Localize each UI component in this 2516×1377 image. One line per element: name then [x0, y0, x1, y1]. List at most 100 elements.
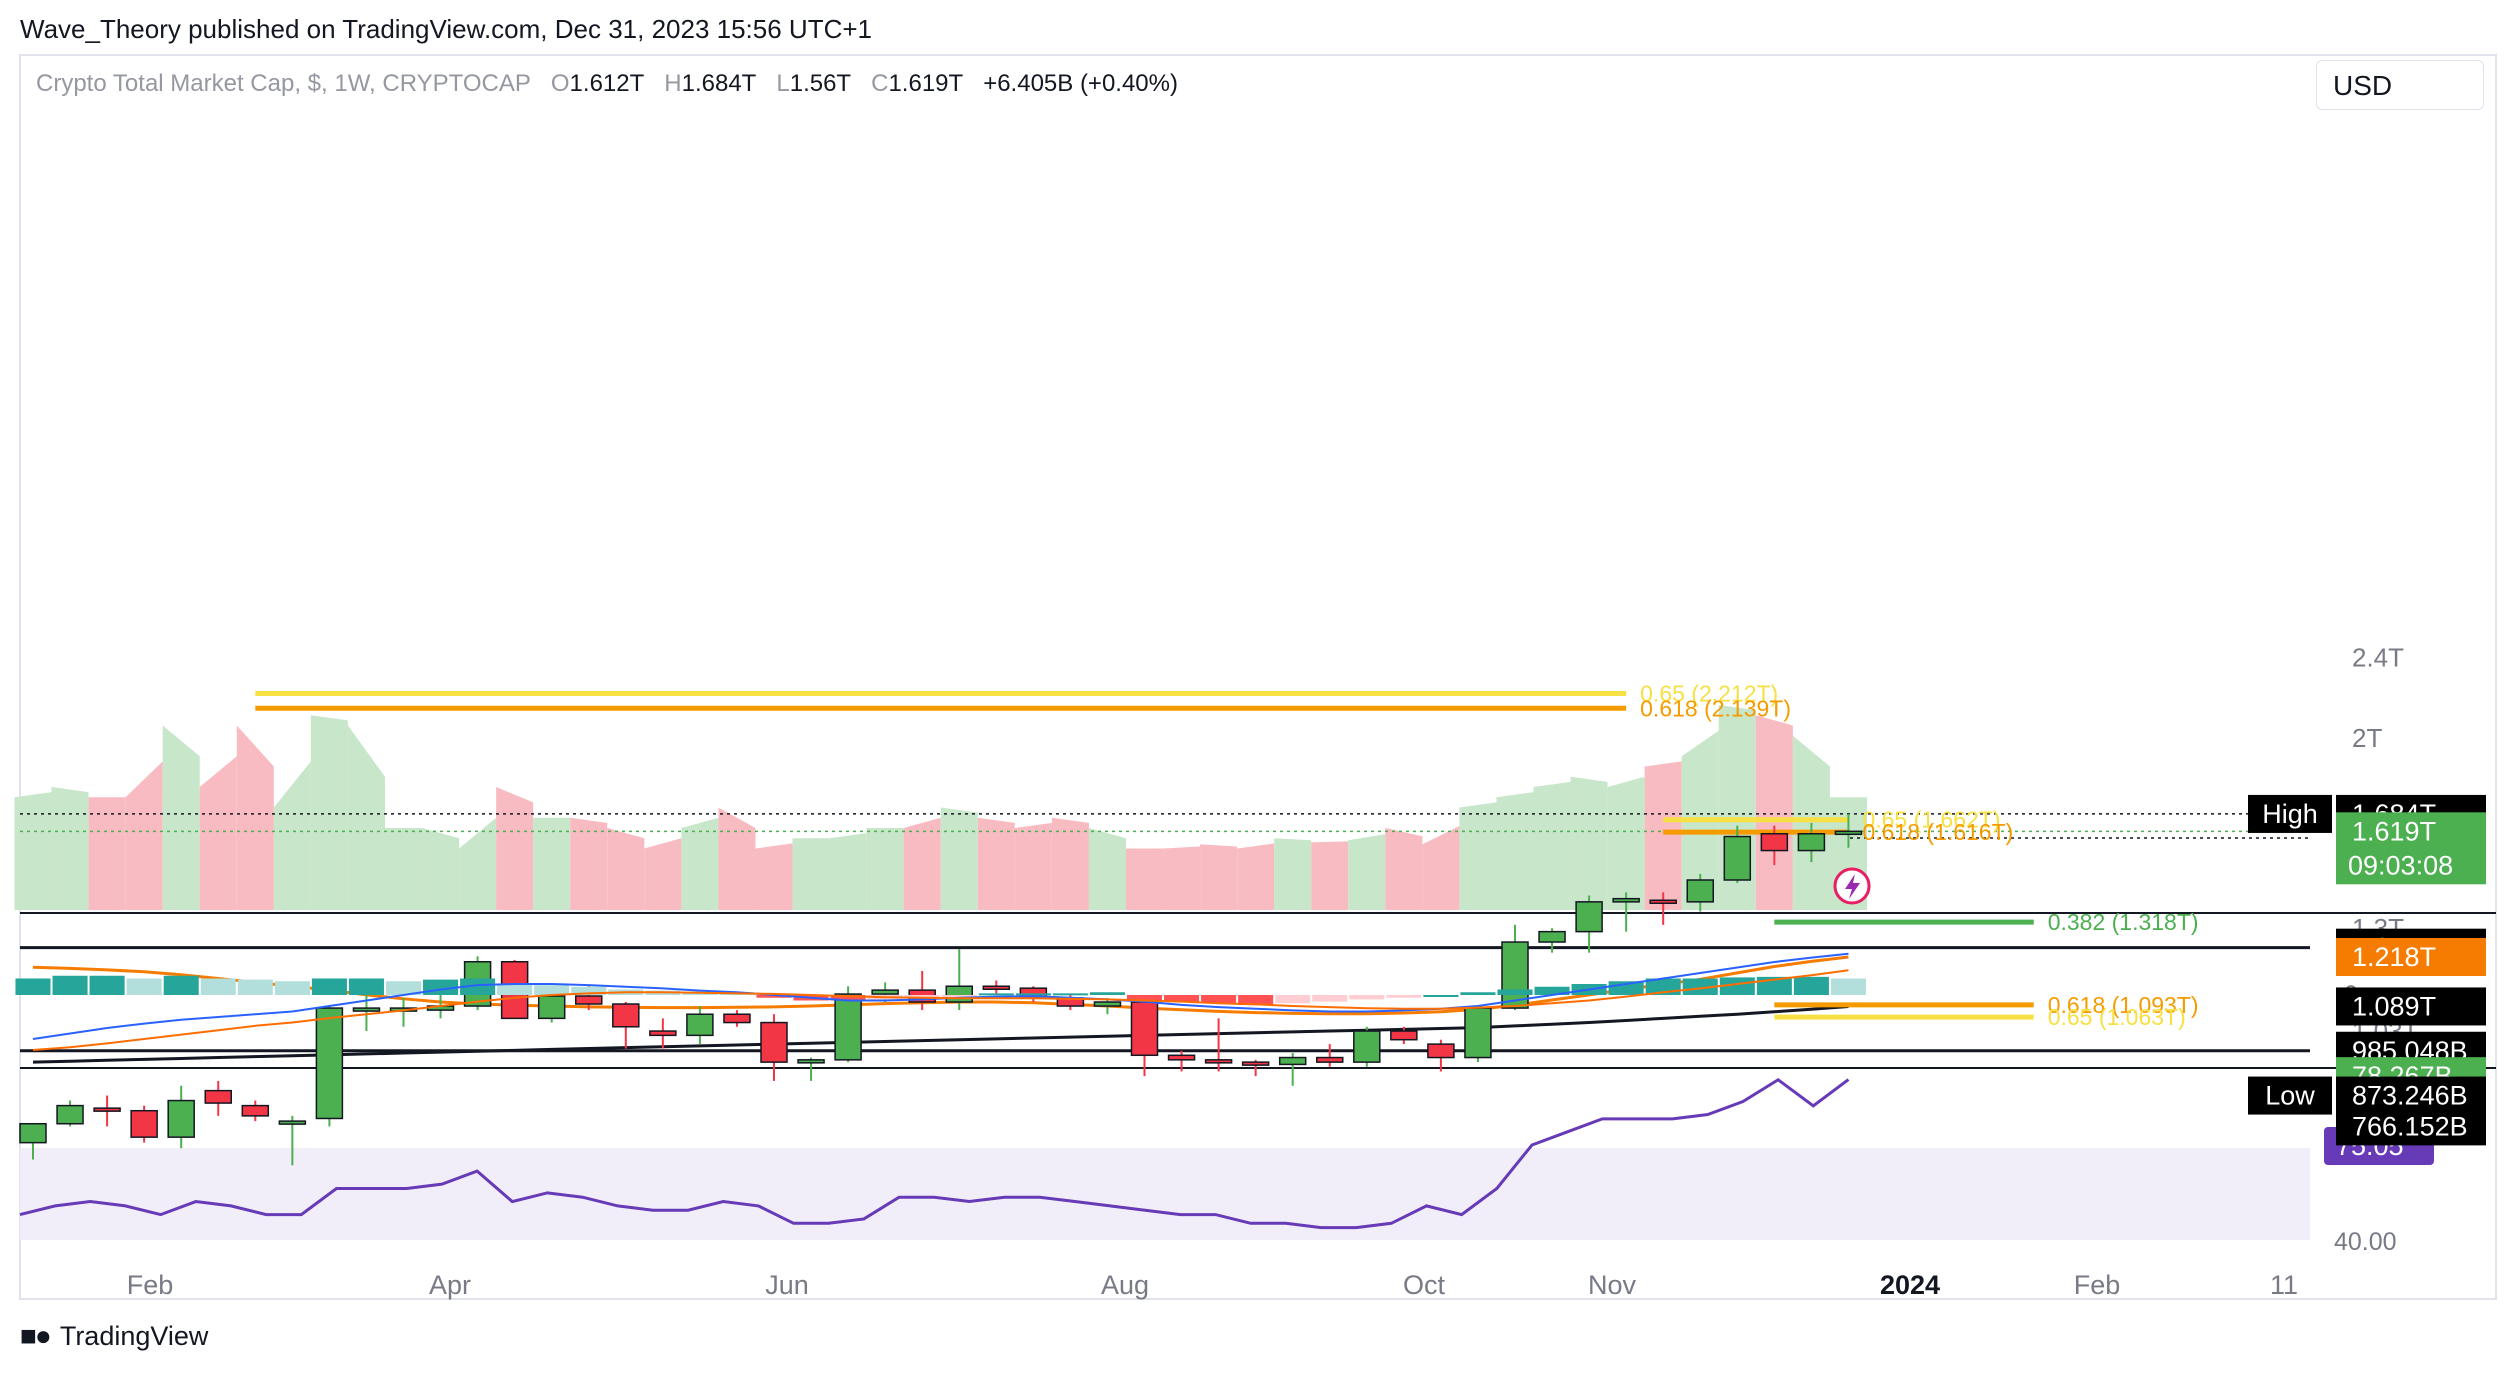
volume-area-segment: [162, 725, 200, 910]
volume-area-segment: [88, 797, 126, 910]
volume-area-segment: [459, 817, 497, 910]
x-axis-label: Oct: [1403, 1270, 1446, 1300]
macd-histogram-bar: [1534, 986, 1570, 995]
volume-area-segment: [1570, 776, 1608, 910]
candle-body: [1278, 1056, 1307, 1066]
volume-area-segment: [496, 787, 534, 910]
volume-area-segment: [681, 817, 719, 910]
volume-area-segment: [422, 828, 460, 910]
volume-area-segment: [199, 756, 237, 910]
candle-body: [56, 1104, 84, 1125]
tradingview-logo-icon: ■●: [20, 1320, 52, 1351]
macd-histogram-bar: [311, 978, 347, 995]
macd-histogram-bar: [237, 979, 273, 995]
candle-body: [1834, 830, 1863, 836]
candle-body: [649, 1030, 677, 1037]
macd-histogram-bar: [274, 981, 310, 995]
candle-body: [612, 1003, 640, 1028]
candle-body: [1723, 835, 1752, 881]
macd-histogram-bar: [1682, 978, 1718, 995]
x-axis-label: 2024: [1880, 1270, 1940, 1300]
alert-lightning-icon[interactable]: [1833, 867, 1871, 905]
candle-body: [278, 1120, 307, 1125]
symbol-name[interactable]: Crypto Total Market Cap, $, 1W, CRYPTOCA…: [36, 70, 531, 97]
fib-level-label: 0.618 (1.616T): [1862, 819, 2013, 845]
y-axis-label: 2.4T: [2352, 642, 2404, 672]
price-tag-title-background: [2248, 1076, 2332, 1115]
volume-area-segment: [570, 817, 608, 910]
macd-histogram-bar: [1349, 995, 1385, 1000]
macd-signal-line: [32, 969, 1849, 1051]
candle-body: [1204, 1059, 1233, 1064]
volume-area-segment: [866, 828, 904, 910]
x-axis-label: Feb: [127, 1270, 174, 1300]
macd-histogram-bar: [348, 978, 384, 995]
candle-body: [834, 993, 862, 1061]
high-value: 1.684T: [681, 70, 757, 97]
macd-histogram-bar: [385, 981, 422, 995]
volume-area-segment: [273, 761, 311, 910]
macd-histogram-bar: [126, 978, 162, 995]
fib-level-label: 0.65 (1.063T): [2048, 1004, 2186, 1030]
candle-body: [1316, 1056, 1344, 1063]
rsi-bottom-label: 40.00: [2334, 1228, 2397, 1256]
price-tag-value: 873.246B: [2352, 1081, 2468, 1111]
candle-body: [130, 1109, 158, 1138]
volume-area-segment: [792, 838, 830, 910]
volume-area-segment: [1459, 802, 1497, 910]
volume-area-segment: [1163, 846, 1201, 910]
x-axis-label: Nov: [1588, 1270, 1637, 1300]
macd-histogram-bar: [163, 975, 199, 995]
volume-area-segment: [1237, 843, 1275, 910]
chart-frame: [19, 54, 2497, 1300]
volume-area-layer: [14, 705, 1867, 910]
fib-level-label: 0.65 (2.212T): [1640, 680, 1778, 706]
macd-histogram-bar: [1793, 976, 1829, 995]
macd-histogram-bar: [904, 995, 940, 999]
price-tag-countdown: 09:03:08: [2348, 850, 2453, 880]
rsi-band: [20, 1148, 2310, 1240]
volume-area-segment: [1348, 834, 1386, 910]
macd-histogram-bar: [756, 995, 792, 998]
volume-area-segment: [51, 787, 89, 910]
rsi-line: [19, 1077, 1850, 1230]
macd-histogram-bar: [941, 995, 977, 997]
fibonacci-layer: 0.65 (2.212T)0.618 (2.139T) 0.65 (1.662T)…: [255, 680, 2199, 1030]
volume-area-segment: [1644, 761, 1682, 910]
price-tag-layer: 1.684THigh1.619T09:03:081.244T1.218T1.08…: [2248, 794, 2486, 1146]
candle-body: [1167, 1054, 1196, 1061]
candle-body: [686, 1013, 714, 1037]
candle-body: [1427, 1043, 1455, 1059]
macd-histogram-bar: [497, 984, 533, 995]
volume-area-segment: [1088, 828, 1126, 910]
x-axis-label: Apr: [429, 1270, 471, 1300]
candle-body: [1612, 897, 1640, 903]
candle-body: [1501, 941, 1529, 1009]
macd-histogram-bar: [1423, 995, 1459, 997]
macd-histogram-bar: [978, 993, 1014, 996]
macd-histogram-bar: [1052, 993, 1088, 996]
volume-area-segment: [1533, 781, 1571, 910]
fib-level-label: 0.65 (1.662T): [1862, 807, 2000, 833]
candle-body: [167, 1099, 195, 1138]
macd-histogram-bar: [1126, 995, 1163, 1001]
volume-area-segment: [384, 828, 423, 910]
tradingview-brand[interactable]: ■● TradingView: [20, 1320, 208, 1352]
macd-histogram-bar: [1830, 978, 1866, 995]
price-tag-value: 1.089T: [2352, 991, 2436, 1021]
macd-histogram-bar: [1164, 995, 1200, 1002]
price-tag-background: [2336, 987, 2486, 1026]
macd-histogram-bar: [1238, 995, 1274, 1005]
volume-area-segment: [1311, 841, 1349, 910]
volume-area-segment: [14, 792, 52, 910]
symbol-legend: Crypto Total Market Cap, $, 1W, CRYPTOCA…: [36, 70, 1178, 98]
price-tag-value: 766.152B: [2352, 1111, 2468, 1141]
currency-button[interactable]: USD: [2316, 60, 2484, 110]
macd-histogram-bar: [1312, 995, 1348, 1002]
change-value: +6.405B (+0.40%): [983, 70, 1178, 97]
candle-body: [1575, 901, 1603, 933]
fib-level-label: 0.618 (2.139T): [1640, 695, 1791, 721]
price-tag-value: 1.619T: [2352, 816, 2436, 846]
publisher-line: Wave_Theory published on TradingView.com…: [20, 14, 872, 44]
